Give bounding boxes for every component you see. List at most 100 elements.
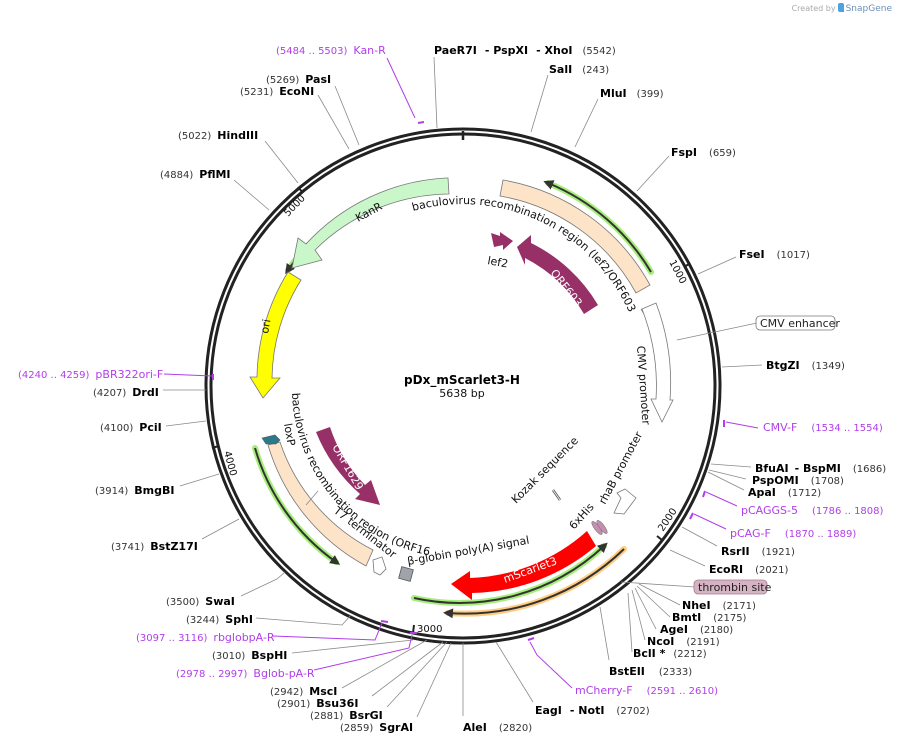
site-ecori[interactable]: EcoRI (2021)	[669, 549, 789, 576]
site-pcii[interactable]: (4100) PciI	[100, 420, 207, 434]
svg-text:PspOMI(1708): PspOMI (1708)	[752, 474, 844, 487]
primer-pbr322ori-f[interactable]: (4240 .. 4259) pBR322ori-F	[18, 368, 214, 381]
primer-kan-r[interactable]: (5484 .. 5503) Kan-R	[276, 44, 425, 124]
site-pspomi[interactable]: PspOMI (1708)	[708, 469, 844, 487]
primer-cmv-f[interactable]: CMV-F (1534 .. 1554)	[723, 420, 883, 434]
feature-thrombin-site[interactable]: thrombin site	[620, 579, 772, 595]
site-bsu36i[interactable]: (2901) Bsu36I	[277, 641, 444, 710]
primer-rbglobpa-r[interactable]: (3097 .. 3116) rbglobpA-R	[136, 620, 389, 644]
svg-text:AgeI(2180): AgeI (2180)	[660, 623, 733, 636]
site-bsteii[interactable]: BstEII (2333)	[599, 606, 692, 678]
primer-mcherry-f[interactable]: mCherry-F (2591 .. 2610)	[527, 637, 718, 697]
feature-kozak[interactable]: Kozak sequence	[509, 434, 581, 506]
svg-text:(3914)BmgBI: (3914) BmgBI	[95, 484, 174, 497]
lef2-label: lef2	[486, 254, 509, 270]
svg-text:pCAGGS-5(1786 .. 1808): pCAGGS-5 (1786 .. 1808)	[741, 504, 884, 517]
svg-text:pCAG-F(1870 .. 1889): pCAG-F (1870 .. 1889)	[730, 527, 856, 540]
svg-text:NcoI(2191): NcoI (2191)	[647, 635, 720, 648]
feature-cmv-enhancer[interactable]: CMV enhancer	[640, 308, 840, 341]
site-pasi[interactable]: (5269) PasI	[266, 73, 360, 146]
svg-text:BstEII(2333): BstEII (2333)	[609, 665, 692, 678]
feature-ori[interactable]: ori	[249, 271, 302, 399]
svg-text:FseI(1017): FseI (1017)	[739, 248, 810, 261]
site-eagi[interactable]: EagI - NotI (2702)	[495, 641, 650, 717]
svg-text:CMV-F(1534 .. 1554): CMV-F (1534 .. 1554)	[763, 421, 883, 434]
svg-text:ApaI(1712): ApaI (1712)	[748, 486, 821, 499]
svg-text:FspI(659): FspI (659)	[671, 146, 736, 159]
svg-text:(4100)PciI: (4100) PciI	[100, 421, 162, 434]
site-sali[interactable]: SalI (243)	[530, 63, 609, 133]
svg-text:MluI(399): MluI (399)	[600, 87, 664, 100]
svg-text:mCherry-F(2591 .. 2610): mCherry-F (2591 .. 2610)	[575, 684, 718, 697]
feature-baculo-orf1629[interactable]: baculovirus recombination region (ORF162…	[0, 0, 432, 567]
svg-text:BfuAI- BspMI(1686): BfuAI - BspMI (1686)	[755, 462, 886, 475]
snapgene-branding: Created by SnapGene	[792, 3, 892, 14]
site-bmti[interactable]: BmtI (2175)	[636, 585, 747, 624]
site-alei[interactable]: AleI (2820)	[462, 643, 532, 734]
site-btgzi[interactable]: BtgZI (1349)	[721, 359, 845, 372]
svg-text:NheI(2171): NheI (2171)	[682, 599, 756, 612]
site-ncoi[interactable]: NcoI (2191)	[631, 589, 720, 648]
site-fspi[interactable]: FspI (659)	[636, 146, 736, 192]
svg-text:(5484 .. 5503)Kan-R: (5484 .. 5503) Kan-R	[276, 44, 386, 57]
svg-text:(2978 .. 2997)Bglob-pA-R: (2978 .. 2997) Bglob-pA-R	[176, 667, 315, 680]
primer-pcaggs-5[interactable]: pCAGGS-5 (1786 .. 1808)	[702, 490, 884, 517]
svg-text:SalI(243): SalI (243)	[549, 63, 609, 76]
svg-text:BclI *(2212): BclI * (2212)	[633, 647, 707, 660]
svg-text:(4207)DrdI: (4207) DrdI	[93, 386, 159, 399]
kozak-label: Kozak sequence	[509, 434, 581, 506]
cmv-enhancer-label: CMV enhancer	[760, 317, 840, 330]
snapgene-name: SnapGene	[845, 4, 892, 14]
cmv-promoter-label: CMV promoter	[634, 345, 653, 425]
svg-text:(5231)EcoNI: (5231) EcoNI	[240, 85, 314, 98]
site-msci[interactable]: (2942) MscI	[270, 639, 428, 698]
svg-text:(3500)SwaI: (3500) SwaI	[166, 595, 235, 608]
site-fsei[interactable]: FseI (1017)	[697, 248, 810, 275]
site-sgrai[interactable]: (2859) SgrAI	[340, 642, 452, 734]
feature-cmv-promoter[interactable]: CMV promoter	[634, 302, 674, 426]
6xhis-label: 6xHis	[567, 500, 597, 532]
svg-text:(5269)PasI: (5269) PasI	[266, 73, 331, 86]
svg-text:(3741)BstZ17I: (3741) BstZ17I	[111, 540, 198, 553]
tick-label-5000: 5000	[282, 193, 308, 219]
site-hindiii[interactable]: (5022) HindIII	[178, 129, 299, 184]
site-mlui[interactable]: MluI (399)	[574, 87, 664, 148]
site-bsphi[interactable]: (3010) BspHI	[212, 639, 414, 662]
feature-lef2[interactable]: lef2	[486, 232, 513, 271]
site-drdi[interactable]: (4207) DrdI	[93, 386, 206, 399]
feature-loxp[interactable]: loxP	[261, 422, 298, 447]
site-paer7i[interactable]: PaeR7I - PspXI - XhoI (5542)	[433, 44, 616, 129]
orf1629-label: ORF1629	[329, 442, 366, 492]
site-apai[interactable]: ApaI (1712)	[707, 471, 821, 499]
svg-text:RsrII(1921): RsrII (1921)	[721, 545, 795, 558]
site-bcli[interactable]: BclI * (2212)	[627, 592, 707, 660]
svg-text:(3244)SphI: (3244) SphI	[186, 613, 253, 626]
feature-kanr[interactable]: KanR	[291, 177, 450, 269]
tick-label-1000: 1000	[666, 258, 688, 286]
feature-rhab-promoter[interactable]: rhaB promoter	[596, 429, 645, 515]
svg-text:BtgZI(1349): BtgZI (1349)	[766, 359, 845, 372]
primer-pcag-f[interactable]: pCAG-F (1870 .. 1889)	[689, 512, 856, 540]
svg-text:BmtI(2175): BmtI (2175)	[672, 611, 747, 624]
site-bfuai[interactable]: BfuAI - BspMI (1686)	[710, 462, 886, 475]
site-sphi[interactable]: (3244) SphI	[186, 613, 352, 626]
feature-6xhis[interactable]: 6xHis	[567, 500, 609, 536]
svg-text:(4240 .. 4259)pBR322ori-F: (4240 .. 4259) pBR322ori-F	[18, 368, 163, 381]
site-agei[interactable]: AgeI (2180)	[634, 587, 733, 636]
svg-text:EagI- NotI(2702): EagI - NotI (2702)	[535, 704, 650, 717]
svg-text:(2881)BsrGI: (2881) BsrGI	[310, 709, 383, 722]
site-bmgbi[interactable]: (3914) BmgBI	[95, 473, 220, 497]
site-bsrgi[interactable]: (2881) BsrGI	[310, 641, 448, 722]
svg-text:PaeR7I- PspXI- XhoI(5542): PaeR7I - PspXI - XhoI (5542)	[434, 44, 616, 57]
site-bstz17i[interactable]: (3741) BstZ17I	[111, 518, 240, 553]
svg-text:(2901)Bsu36I: (2901) Bsu36I	[277, 697, 358, 710]
primer-bglob-pa-r[interactable]: (2978 .. 2997) Bglob-pA-R	[176, 632, 417, 680]
site-swai[interactable]: (3500) SwaI	[166, 571, 286, 608]
site-econi[interactable]: (5231) EcoNI	[240, 85, 350, 150]
loxp-label: loxP	[281, 422, 298, 447]
site-nhei[interactable]: NheI (2171)	[638, 583, 756, 612]
thrombin-site-label: thrombin site	[698, 581, 772, 594]
site-rsrii[interactable]: RsrII (1921)	[681, 526, 795, 558]
site-pflmi[interactable]: (4884) PflMI	[160, 168, 270, 211]
